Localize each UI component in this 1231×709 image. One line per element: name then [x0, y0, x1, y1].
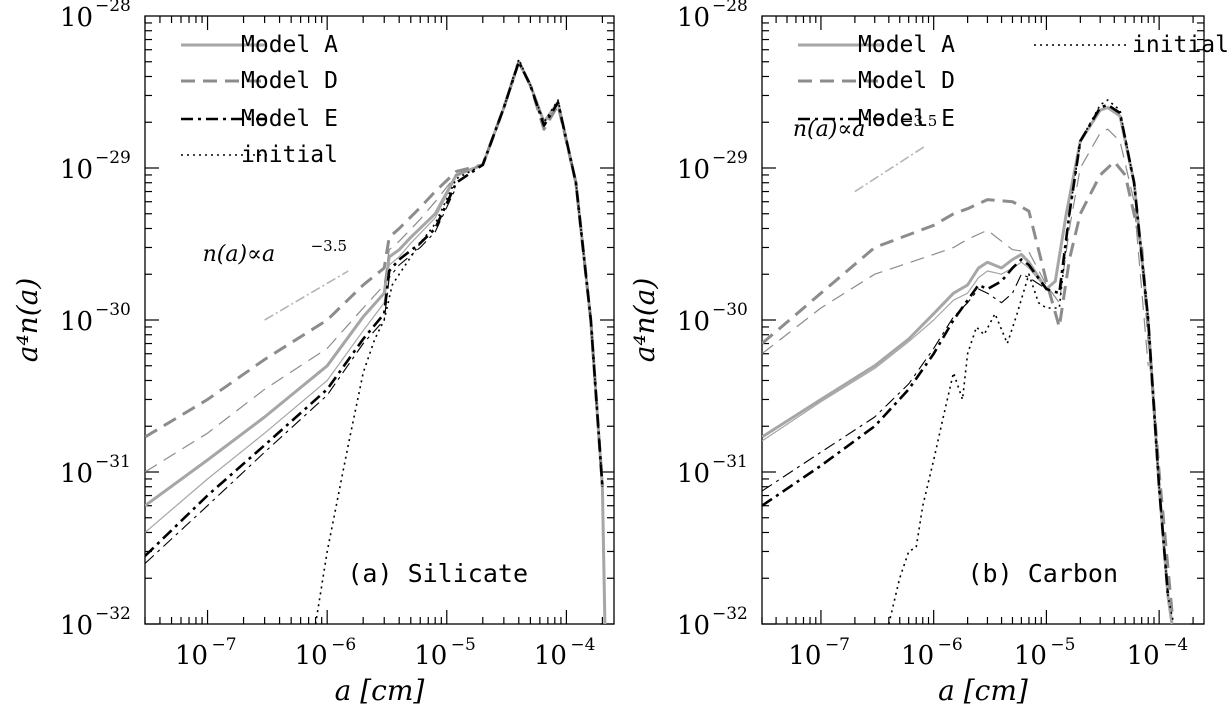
panel-a-series-group	[145, 58, 607, 624]
panel-b-legend-label-model-e: Model E	[858, 106, 955, 132]
panel-b-y-tick-exp: −31	[712, 452, 748, 472]
panel-a-legend-label-model-e: Model E	[241, 106, 338, 132]
panel-b-powerlaw-label: n(a)∝a	[793, 117, 865, 142]
panel-b-x-tick-label: 10	[788, 641, 821, 671]
panel-b-x-tick-label: 10	[1127, 641, 1160, 671]
panel-a-y-tick-exp: −29	[95, 148, 131, 168]
panel-b-powerlaw-guide	[854, 145, 927, 193]
panel-a-x-axis-label: a [cm]	[335, 674, 425, 707]
panel-b-legend-label-model-a: Model A	[858, 32, 955, 58]
panel-a-series-model-e	[145, 60, 604, 557]
panel-b-panel-label: (b) Carbon	[967, 559, 1118, 588]
panel-a-y-tick-label: 10	[60, 3, 93, 33]
panel-b-x-tick-exp: −6	[938, 635, 963, 655]
panel-a-y-tick-label: 10	[60, 155, 93, 185]
panel-b-y-tick-label: 10	[677, 155, 710, 185]
panel-a-powerlaw-guide	[264, 270, 349, 321]
panel-a-series-model-a-thin	[145, 61, 520, 533]
panel-a-powerlaw-label: n(a)∝a	[203, 242, 275, 267]
panel-a-x-tick-label: 10	[534, 641, 567, 671]
panel-b-x-axis-label: a [cm]	[938, 674, 1028, 707]
panel-b-y-axis-label: a⁴n(a)	[628, 278, 661, 363]
panel-b-y-tick-label: 10	[677, 307, 710, 337]
panel-a-x-tick-exp: −7	[212, 635, 237, 655]
panel-a-y-tick-exp: −28	[95, 0, 131, 16]
panel-a-series-model-a	[145, 60, 607, 624]
panel-a-x-tick-label: 10	[295, 641, 328, 671]
panel-a-y-axis-label: a⁴n(a)	[11, 278, 44, 363]
panel-a-legend-label-model-d: Model D	[241, 68, 338, 94]
panel-b-x-tick-exp: −5	[1050, 635, 1075, 655]
panel-a-panel-label: (a) Silicate	[347, 559, 528, 588]
panel-b-x-tick-label: 10	[901, 641, 934, 671]
panel-b-series-initial	[888, 99, 1175, 624]
panel-a-y-tick-label: 10	[60, 611, 93, 641]
panel-a-x-tick-label: 10	[414, 641, 447, 671]
panel-a-x-tick-exp: −4	[570, 635, 595, 655]
panel-a-x-tick-label: 10	[175, 641, 208, 671]
panel-a-legend-label-model-a: Model A	[241, 32, 338, 58]
panel-a-y-tick-label: 10	[60, 307, 93, 337]
panel-a-y-tick-exp: −32	[95, 604, 131, 624]
panel-a-y-tick-exp: −30	[95, 300, 131, 320]
panel-b-frame	[761, 15, 1205, 625]
panel-b-series-model-d-thin	[762, 128, 1149, 366]
panel-a-x-tick-exp: −5	[451, 635, 476, 655]
panel-b-legend-label-initial: initial	[1132, 32, 1229, 58]
panel-a-series-model-e-thin	[145, 186, 457, 564]
panel-b-x-tick-label: 10	[1014, 641, 1047, 671]
panel-b-series-model-d	[762, 160, 1174, 613]
panel-a-series-model-d	[145, 60, 604, 487]
panel-b-x-tick-exp: −7	[825, 635, 850, 655]
panel-b-y-tick-exp: −28	[712, 0, 748, 16]
panel-a-series-initial	[314, 58, 604, 624]
panel-b-y-tick-label: 10	[677, 3, 710, 33]
panel-a-legend-label-initial: initial	[241, 142, 338, 168]
panel-b-legend-label-model-d: Model D	[858, 68, 955, 94]
panel-a-y-tick-label: 10	[60, 459, 93, 489]
panel-b-y-tick-label: 10	[677, 459, 710, 489]
panel-b-series-model-e	[762, 103, 1170, 598]
panel-b-series-model-a-thin	[762, 261, 1047, 442]
panel-a-powerlaw-exp: −3.5	[311, 237, 347, 255]
panel-b-y-tick-exp: −32	[712, 604, 748, 624]
panel-b-y-tick-label: 10	[677, 611, 710, 641]
panel-b-powerlaw-exp: −3.5	[901, 112, 937, 130]
panel-a-series-model-d-thin	[145, 164, 484, 473]
panel-b-y-tick-exp: −29	[712, 148, 748, 168]
panel-b-x-tick-exp: −4	[1163, 635, 1188, 655]
panel-b-series-group	[762, 99, 1175, 624]
panel-b-series-model-e-thin	[762, 273, 1047, 492]
panel-b-y-tick-exp: −30	[712, 300, 748, 320]
panel-a-y-tick-exp: −31	[95, 452, 131, 472]
panel-a-x-tick-exp: −6	[331, 635, 356, 655]
